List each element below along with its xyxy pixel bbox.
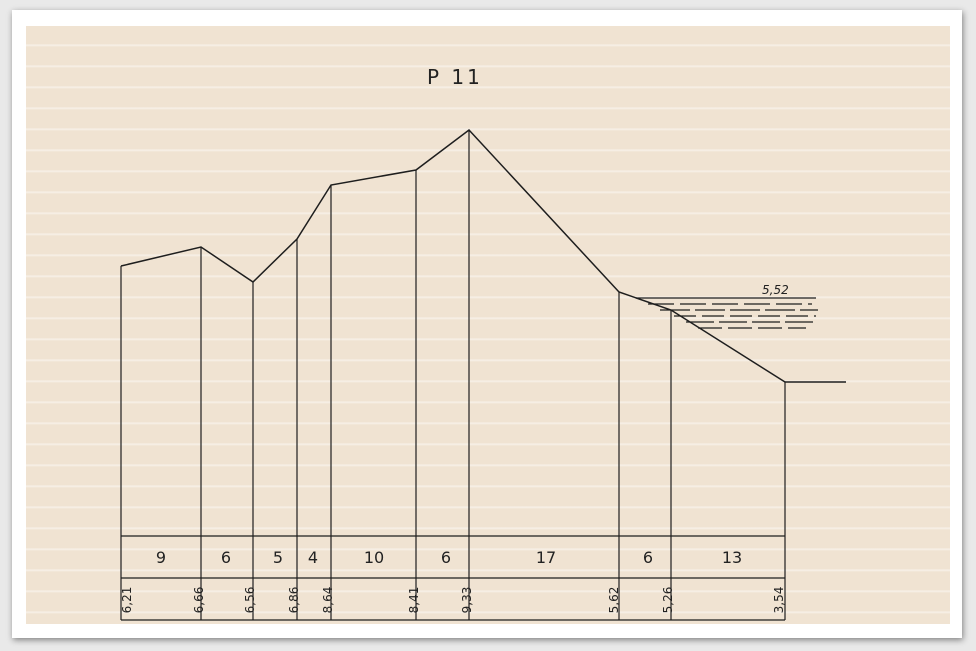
water-level-label: 5,52 [762, 283, 789, 297]
segment-width-labels: 9 6 5 4 10 6 17 6 13 [156, 548, 742, 567]
profile-title: P 11 [427, 65, 483, 89]
elevation-8: 5,62 [607, 587, 621, 614]
elevation-3: 6,56 [243, 587, 257, 614]
terrain-profile-line [120, 128, 786, 383]
segment-width-8: 6 [643, 548, 653, 567]
elevation-4: 6,86 [287, 587, 301, 614]
segment-width-1: 9 [156, 548, 166, 567]
water-level-symbol: 5,52 [636, 283, 818, 329]
elevation-6: 8,41 [407, 587, 421, 614]
station-verticals [120, 130, 786, 620]
segment-width-4: 4 [308, 548, 318, 567]
paper-sheet [26, 26, 950, 624]
data-table-frame [121, 535, 785, 621]
elevation-7: 9,33 [460, 587, 474, 614]
segment-width-2: 6 [221, 548, 231, 567]
segment-width-5: 10 [364, 548, 384, 567]
segment-width-3: 5 [273, 548, 283, 567]
segment-width-6: 6 [441, 548, 451, 567]
elevation-5: 8,64 [321, 587, 335, 614]
segment-width-9: 13 [722, 548, 742, 567]
elevation-2: 6,66 [192, 587, 206, 614]
elevation-1: 6,21 [120, 587, 134, 614]
elevation-labels: 6,21 6,66 6,56 6,86 8,64 8,41 9,33 5,62 … [120, 587, 786, 614]
elevation-10: 3,54 [772, 587, 786, 614]
segment-width-7: 17 [536, 548, 556, 567]
elevation-9: 5,26 [661, 587, 675, 614]
